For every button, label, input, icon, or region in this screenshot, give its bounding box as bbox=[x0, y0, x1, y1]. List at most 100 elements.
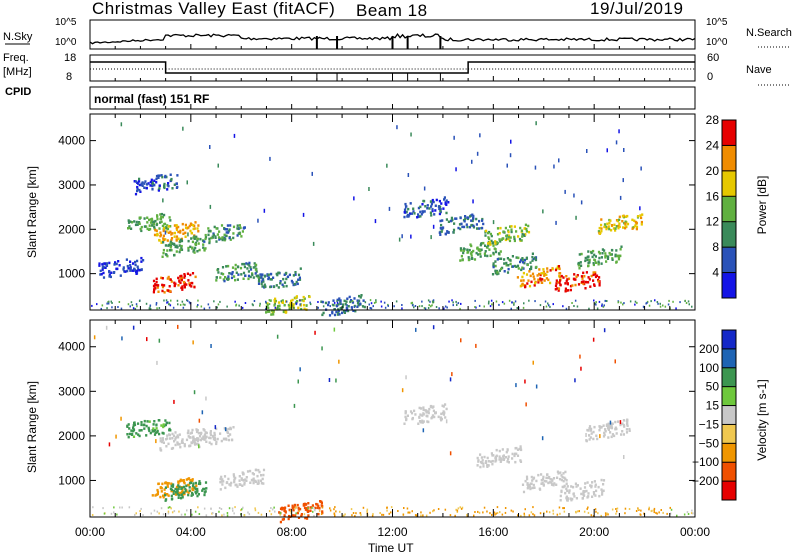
vel-cell bbox=[197, 493, 200, 496]
vel-cell bbox=[418, 406, 421, 410]
power-cell bbox=[610, 224, 614, 227]
vel-cell bbox=[306, 517, 309, 520]
power-cell bbox=[485, 229, 488, 233]
power-ground-cell bbox=[478, 304, 481, 307]
power-ground-cell bbox=[549, 305, 551, 308]
power-ground-cell bbox=[91, 304, 93, 307]
power-cell bbox=[521, 235, 524, 238]
vel-cell bbox=[128, 427, 131, 430]
power-cell bbox=[484, 234, 487, 237]
vel-ground-cell bbox=[240, 509, 242, 512]
power-cell bbox=[248, 261, 251, 265]
power-cell bbox=[135, 272, 138, 275]
power-cell bbox=[469, 215, 472, 218]
vel-ground-cell bbox=[169, 506, 171, 509]
vel-cell bbox=[190, 494, 193, 497]
power-ground-cell bbox=[657, 302, 659, 305]
power-cell bbox=[151, 182, 154, 185]
power-cell bbox=[587, 250, 590, 253]
power-cell bbox=[453, 222, 456, 225]
power-ground-cell bbox=[424, 307, 427, 310]
vel-sparse-cell bbox=[156, 360, 158, 365]
power-sparse-cell bbox=[640, 166, 642, 171]
power-cell bbox=[249, 266, 252, 269]
vel-cell bbox=[229, 433, 232, 436]
power-cell bbox=[191, 246, 194, 249]
vel-cell bbox=[610, 426, 614, 430]
vel-cell bbox=[588, 427, 591, 430]
power-cell bbox=[162, 229, 165, 233]
vel-cell bbox=[297, 516, 301, 519]
power-cell bbox=[543, 279, 546, 282]
vel-cell bbox=[479, 453, 482, 456]
power-cell bbox=[169, 249, 172, 252]
power-cell bbox=[492, 244, 495, 247]
vel-cell bbox=[148, 429, 151, 433]
vel-cell bbox=[404, 411, 407, 415]
power-cell bbox=[531, 252, 534, 255]
power-cell bbox=[460, 254, 463, 258]
power-cell bbox=[640, 220, 643, 224]
vel-cell bbox=[502, 458, 505, 461]
power-colorbar-tick-label: 16 bbox=[706, 189, 720, 203]
power-cell bbox=[164, 238, 167, 241]
nsky-tick-low: 10^0 bbox=[55, 37, 77, 48]
power-cell bbox=[223, 227, 226, 230]
power-cell bbox=[494, 240, 497, 243]
nsky-label: N.Sky bbox=[3, 31, 33, 43]
vel-cell bbox=[548, 481, 551, 484]
vel-heatmap bbox=[91, 324, 694, 524]
power-cell bbox=[445, 199, 448, 202]
power-cell bbox=[177, 284, 180, 287]
power-cell bbox=[496, 241, 499, 244]
vel-cell bbox=[309, 509, 312, 512]
power-cell bbox=[472, 224, 475, 228]
power-sparse-cell bbox=[618, 129, 620, 134]
vel-sparse-cell bbox=[193, 390, 196, 395]
power-cell bbox=[150, 178, 153, 182]
power-cell bbox=[635, 225, 639, 229]
power-cell bbox=[108, 270, 111, 274]
power-cell bbox=[175, 224, 178, 227]
vel-cell bbox=[487, 464, 490, 467]
power-cell bbox=[611, 258, 614, 261]
power-cell bbox=[618, 225, 621, 228]
power-cell bbox=[624, 226, 627, 230]
power-cell bbox=[505, 264, 508, 267]
power-cell bbox=[640, 216, 643, 220]
power-cell bbox=[488, 248, 491, 251]
vel-cell bbox=[411, 416, 414, 420]
power-colorbar-tick-label: 20 bbox=[706, 164, 720, 178]
power-cell bbox=[151, 224, 154, 227]
vel-cell bbox=[494, 457, 497, 460]
date-label: 19/Jul/2019 bbox=[590, 0, 684, 18]
power-ground-cell bbox=[329, 305, 331, 308]
vel-ground-cell bbox=[414, 514, 417, 517]
power-cell bbox=[180, 248, 184, 251]
power-cell bbox=[217, 236, 221, 239]
power-ground-cell bbox=[432, 301, 434, 304]
nsearch-tick-high: 10^5 bbox=[706, 17, 728, 28]
power-cell bbox=[179, 231, 182, 234]
vel-cell bbox=[558, 477, 562, 481]
vel-cell bbox=[185, 438, 189, 442]
vel-ground-cell bbox=[563, 510, 566, 513]
power-cell bbox=[472, 216, 475, 220]
vel-cell bbox=[588, 434, 591, 437]
power-cell bbox=[152, 279, 156, 283]
power-ground-cell bbox=[513, 303, 515, 306]
vel-cell bbox=[148, 420, 151, 423]
power-ground-cell bbox=[387, 304, 389, 307]
power-cell bbox=[475, 223, 478, 226]
power-cell bbox=[260, 274, 263, 278]
vel-cell bbox=[181, 489, 184, 492]
power-cell bbox=[405, 210, 408, 214]
power-cell bbox=[475, 251, 478, 255]
power-cell bbox=[490, 239, 493, 243]
power-cell bbox=[468, 248, 471, 252]
power-cell bbox=[487, 231, 490, 235]
power-cell bbox=[299, 267, 302, 270]
power-cell bbox=[470, 219, 473, 222]
power-cell bbox=[597, 260, 600, 263]
power-cell bbox=[359, 296, 362, 299]
